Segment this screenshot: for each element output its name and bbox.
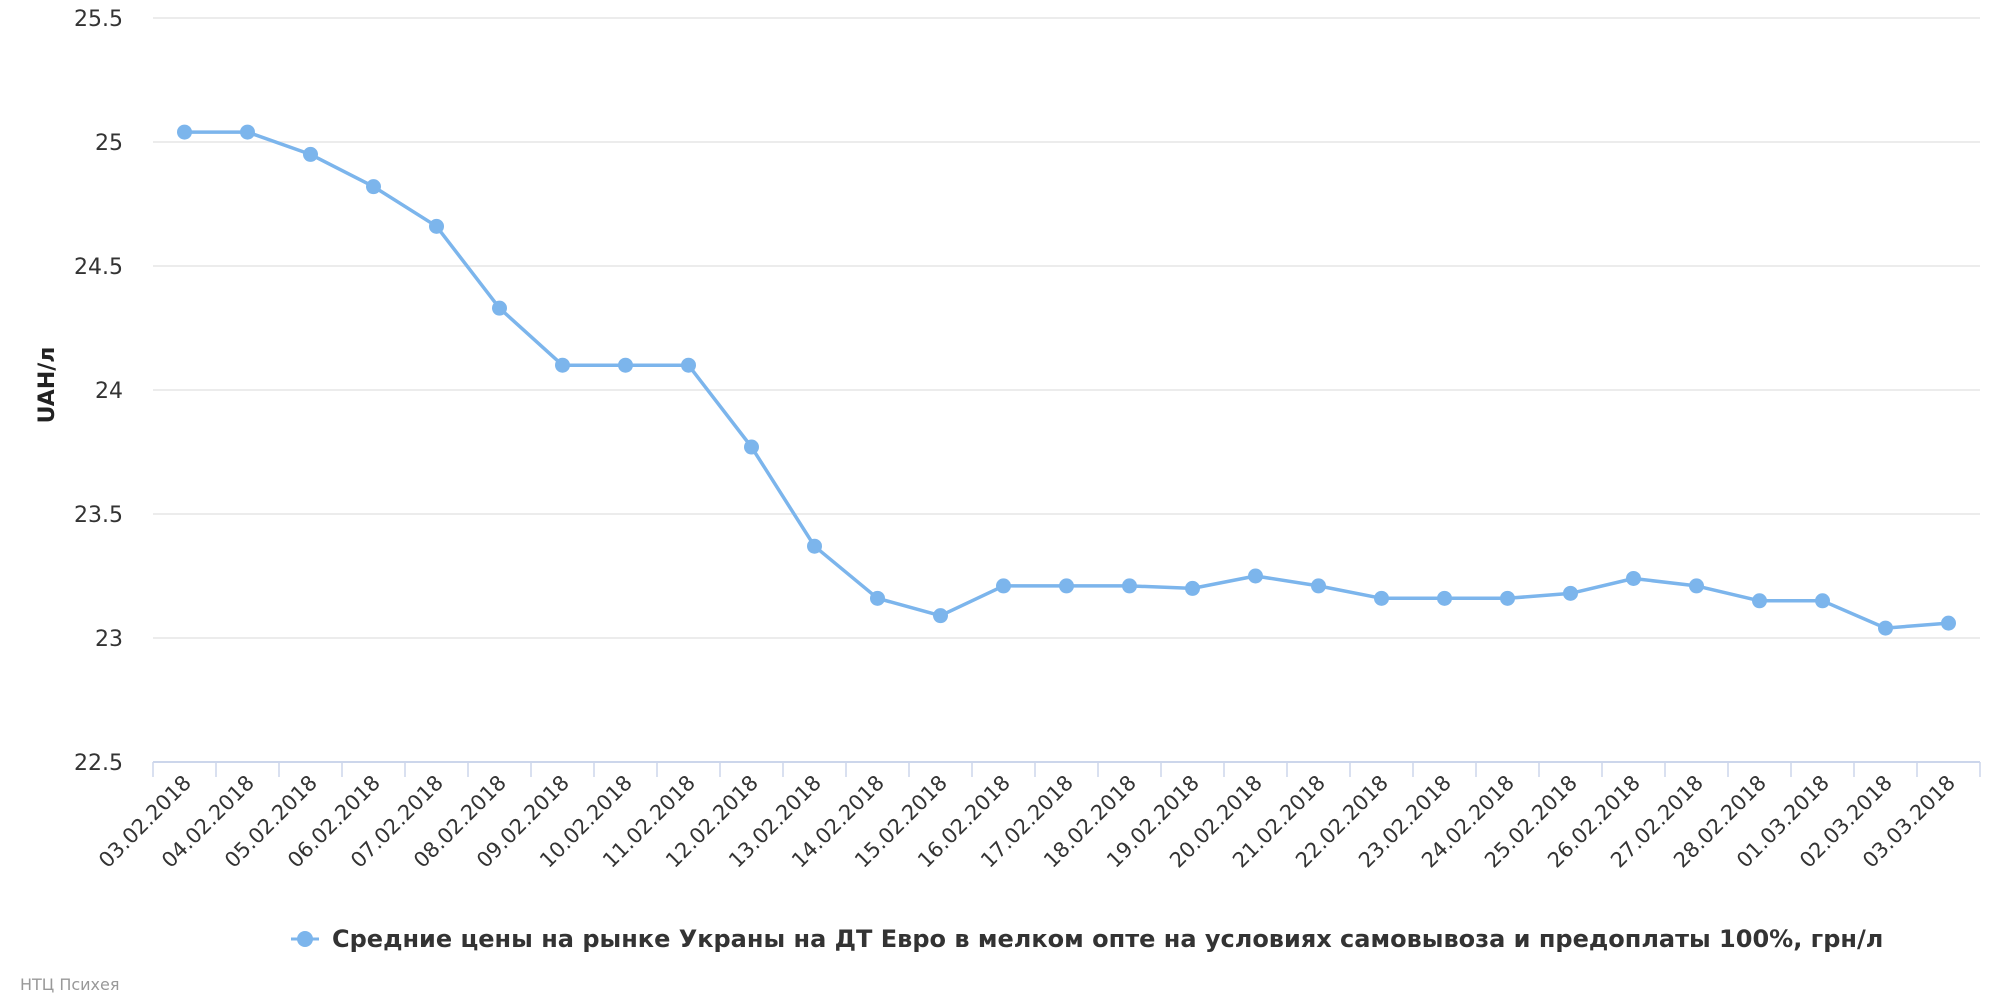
- data-point[interactable]: [681, 357, 696, 373]
- data-point[interactable]: [1626, 570, 1641, 586]
- legend[interactable]: Средние цены на рынке Украны на ДТ Евро …: [291, 925, 1883, 953]
- data-point[interactable]: [177, 124, 192, 140]
- data-point[interactable]: [996, 578, 1011, 594]
- y-axis-ticks: 22.5 23 23.5 24 24.5 25 25.5: [74, 7, 123, 776]
- data-point[interactable]: [807, 538, 822, 554]
- data-point[interactable]: [366, 179, 381, 195]
- y-tick-label: 24.5: [74, 255, 123, 280]
- y-tick-label: 23: [95, 627, 123, 652]
- data-point[interactable]: [240, 124, 255, 140]
- y-tick-label: 24: [95, 379, 123, 404]
- legend-marker-icon: [297, 931, 313, 947]
- data-point[interactable]: [492, 300, 507, 316]
- data-point[interactable]: [1311, 578, 1326, 594]
- series-group: [177, 124, 1956, 636]
- data-point[interactable]: [1374, 590, 1389, 606]
- x-axis-ticks: 03.02.201804.02.201805.02.201806.02.2018…: [94, 771, 1960, 873]
- data-point[interactable]: [1941, 615, 1956, 631]
- legend-series-name: Средние цены на рынке Украны на ДТ Евро …: [332, 925, 1883, 953]
- y-axis-label: UAH/л: [35, 347, 60, 424]
- data-point[interactable]: [1689, 578, 1704, 594]
- data-point[interactable]: [1059, 578, 1074, 594]
- data-point[interactable]: [1752, 593, 1767, 609]
- data-point[interactable]: [303, 146, 318, 162]
- data-point[interactable]: [933, 608, 948, 624]
- data-point[interactable]: [618, 357, 633, 373]
- gridlines: [153, 17, 1980, 639]
- data-point[interactable]: [870, 590, 885, 606]
- data-point[interactable]: [1500, 590, 1515, 606]
- y-tick-label: 22.5: [74, 751, 123, 776]
- data-point[interactable]: [429, 218, 444, 234]
- data-point[interactable]: [1437, 590, 1452, 606]
- series-line: [184, 130, 1949, 630]
- y-tick-label: 23.5: [74, 503, 123, 528]
- data-point[interactable]: [555, 357, 570, 373]
- data-point[interactable]: [1563, 585, 1578, 601]
- data-point[interactable]: [1185, 580, 1200, 596]
- data-point[interactable]: [1248, 568, 1263, 584]
- y-tick-label: 25: [95, 131, 123, 156]
- credit-text[interactable]: НТЦ Психея: [20, 975, 119, 994]
- x-axis: [152, 761, 1981, 777]
- data-point[interactable]: [744, 439, 759, 455]
- y-tick-label: 25.5: [74, 7, 123, 32]
- data-point[interactable]: [1122, 578, 1137, 594]
- data-point[interactable]: [1815, 593, 1830, 609]
- data-point[interactable]: [1878, 620, 1893, 636]
